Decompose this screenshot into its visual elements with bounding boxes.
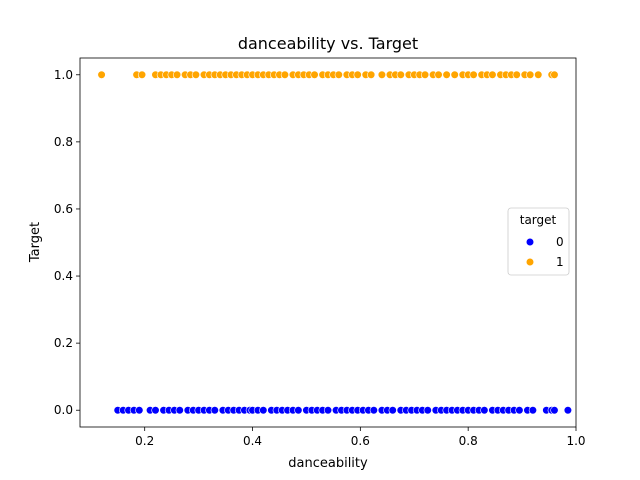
data-point-series-1 <box>310 70 319 79</box>
data-point-series-1 <box>97 70 106 79</box>
data-point-series-0 <box>369 406 378 415</box>
legend: target 0 1 <box>507 207 570 276</box>
data-point-series-1 <box>172 70 182 79</box>
x-tick-label: 0.8 <box>459 434 478 448</box>
data-point-series-1 <box>137 70 147 79</box>
x-tick-label: 1.0 <box>566 434 585 448</box>
data-point-series-0 <box>423 406 432 415</box>
chart-title: danceability vs. Target <box>238 34 418 53</box>
data-point-series-1 <box>469 70 478 79</box>
data-point-series-1 <box>280 70 289 79</box>
x-tick-label: 0.6 <box>351 434 370 448</box>
data-point-series-1 <box>334 70 343 79</box>
data-point-series-0 <box>151 406 160 415</box>
data-point-series-1 <box>450 70 459 79</box>
legend-marker-1 <box>525 257 535 267</box>
y-tick-label: 0.0 <box>54 403 73 417</box>
x-tick-label: 0.4 <box>243 434 262 448</box>
y-tick-label: 0.8 <box>54 135 73 149</box>
data-point-series-1 <box>353 70 362 79</box>
data-point-series-1 <box>488 70 497 79</box>
data-points <box>97 70 573 415</box>
data-point-series-1 <box>191 70 201 79</box>
x-axis-ticks: 0.2 0.4 0.6 0.8 1.0 <box>135 427 586 448</box>
data-point-series-1 <box>396 70 405 79</box>
y-tick-label: 0.6 <box>54 202 73 216</box>
data-point-series-0 <box>135 406 144 415</box>
data-point-series-0 <box>175 406 184 415</box>
data-point-series-0 <box>210 406 219 415</box>
data-point-series-0 <box>294 406 303 415</box>
y-axis-ticks: 0.0 0.2 0.4 0.6 0.8 1.0 <box>54 68 80 417</box>
data-point-series-1 <box>526 70 535 79</box>
legend-label-1: 1 <box>556 255 564 269</box>
legend-marker-0 <box>525 237 535 247</box>
legend-label-0: 0 <box>556 235 564 249</box>
legend-box <box>507 207 570 276</box>
data-point-series-1 <box>367 70 376 79</box>
data-point-series-0 <box>480 406 489 415</box>
data-point-series-0 <box>323 406 333 415</box>
data-point-series-0 <box>563 406 573 415</box>
data-point-series-1 <box>434 70 443 79</box>
y-tick-label: 1.0 <box>54 68 73 82</box>
data-point-series-0 <box>515 406 524 415</box>
data-point-series-0 <box>388 406 397 415</box>
data-point-series-0 <box>550 406 559 415</box>
data-point-series-0 <box>528 406 537 415</box>
y-tick-label: 0.4 <box>54 269 73 283</box>
legend-title: target <box>520 213 557 227</box>
y-axis-label: Target <box>28 222 43 263</box>
x-tick-label: 0.2 <box>135 434 154 448</box>
data-point-series-1 <box>442 70 451 79</box>
plot-area <box>79 57 577 428</box>
data-point-series-1 <box>377 70 387 79</box>
data-point-series-1 <box>534 70 543 79</box>
x-axis-label: danceability <box>288 456 368 471</box>
data-point-series-1 <box>420 70 430 79</box>
y-tick-label: 0.2 <box>54 336 73 350</box>
data-point-series-1 <box>512 70 521 79</box>
data-point-series-0 <box>259 406 268 415</box>
data-point-series-1 <box>550 70 559 79</box>
